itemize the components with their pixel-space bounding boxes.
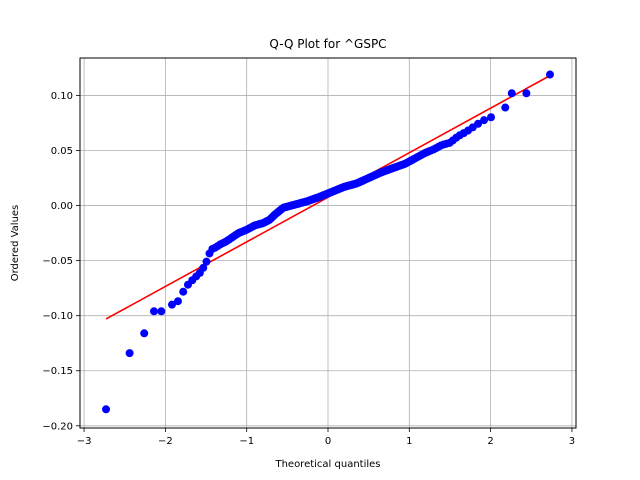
x-axis-label: Theoretical quantiles	[274, 459, 380, 470]
data-point	[522, 89, 531, 98]
y-tick-label: 0.00	[51, 201, 73, 212]
y-tick-label: −0.10	[42, 311, 73, 322]
y-tick-label: 0.05	[51, 146, 73, 157]
data-points	[102, 70, 554, 414]
x-tick-label: −2	[158, 436, 173, 447]
x-tick-label: 0	[325, 436, 331, 447]
x-tick-label: 2	[487, 436, 493, 447]
data-point	[102, 405, 111, 414]
data-point	[149, 307, 158, 316]
data-point	[474, 119, 483, 128]
data-point	[173, 297, 182, 306]
y-tick-label: −0.20	[42, 421, 73, 432]
data-point	[487, 113, 496, 122]
y-tick-label: −0.15	[42, 366, 73, 377]
data-point	[545, 70, 554, 79]
y-tick-label: −0.05	[42, 256, 73, 267]
chart-title: Q-Q Plot for ^GSPC	[269, 37, 386, 51]
x-tick-label: 1	[406, 436, 412, 447]
x-tick-label: −1	[239, 436, 254, 447]
x-tick-label: 3	[569, 436, 575, 447]
data-point	[179, 287, 188, 296]
x-axis-ticks: −3 −2 −1 0 1 2 3	[77, 428, 575, 447]
data-point	[480, 116, 489, 125]
data-point	[199, 263, 208, 272]
y-axis-label: Ordered Values	[10, 205, 21, 282]
data-point	[501, 103, 510, 112]
data-point	[125, 349, 134, 358]
x-tick-label: −3	[77, 436, 92, 447]
data-point	[140, 329, 149, 338]
y-tick-label: 0.10	[51, 91, 73, 102]
data-point	[167, 300, 176, 309]
data-point	[157, 307, 166, 316]
data-point	[202, 257, 211, 266]
data-point	[507, 89, 516, 98]
y-axis-ticks: −0.20 −0.15 −0.10 −0.05 0.00 0.05 0.10	[42, 91, 80, 432]
